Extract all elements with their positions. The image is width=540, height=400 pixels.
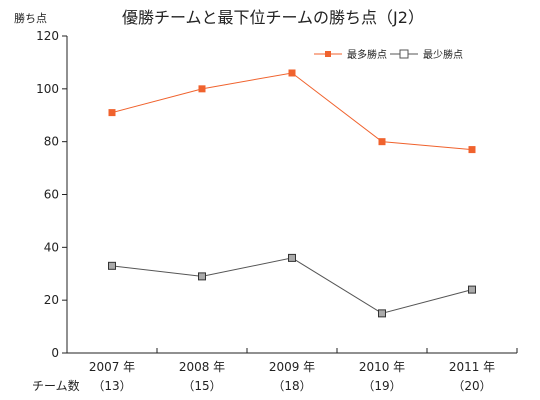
y-tick-label: 20 — [44, 293, 59, 307]
x-ticks: 2007 年 （13） 2008 年 （15） 2009 年 （18） 2010 年 （19）… — [66, 348, 518, 393]
data-point-max — [378, 138, 386, 146]
data-point-max — [198, 85, 206, 93]
data-point-min — [198, 272, 206, 281]
legend-label-min: 最少勝点 — [423, 48, 463, 61]
team-count-value: （20） — [452, 379, 491, 393]
series-line-min — [111, 257, 473, 314]
x-tick-label: 2009 年 — [269, 360, 315, 374]
data-point-min — [468, 285, 476, 294]
y-tick-label: 0 — [51, 346, 59, 360]
y-tick-label: 80 — [44, 135, 59, 149]
data-point-min — [288, 253, 296, 262]
y-tick-label: 40 — [44, 240, 59, 254]
y-axis-label: 勝ち点 — [14, 11, 47, 25]
chart-title: 優勝チームと最下位チームの勝ち点（J2） — [122, 8, 424, 27]
team-count-label: チーム数 — [32, 378, 80, 393]
series-line-max — [111, 72, 473, 151]
x-tick-label: 2010 年 — [359, 360, 405, 374]
team-count-value: （18） — [272, 379, 311, 393]
data-point-max — [108, 109, 116, 117]
x-tick-label: 2007 年 — [89, 360, 135, 374]
legend-label-max: 最多勝点 — [347, 48, 387, 61]
x-tick-label: 2008 年 — [179, 360, 225, 374]
data-point-min — [108, 261, 116, 270]
y-ticks: 0 20 40 60 80 100 120 — [36, 29, 67, 360]
x-tick-label: 2011 年 — [449, 360, 495, 374]
y-tick-label: 60 — [44, 188, 59, 202]
team-count-value: （19） — [362, 379, 401, 393]
data-point-max — [468, 146, 476, 154]
legend-marker-max — [325, 51, 331, 57]
data-point-max — [288, 69, 296, 77]
y-tick-label: 100 — [36, 82, 59, 96]
series-group — [108, 69, 476, 318]
data-point-min — [378, 309, 386, 318]
team-count-value: （13） — [92, 379, 131, 393]
team-count-value: （15） — [182, 379, 221, 393]
legend-marker-min — [399, 49, 409, 59]
legend: 最多勝点 最少勝点 — [314, 48, 463, 61]
y-tick-label: 120 — [36, 29, 59, 43]
